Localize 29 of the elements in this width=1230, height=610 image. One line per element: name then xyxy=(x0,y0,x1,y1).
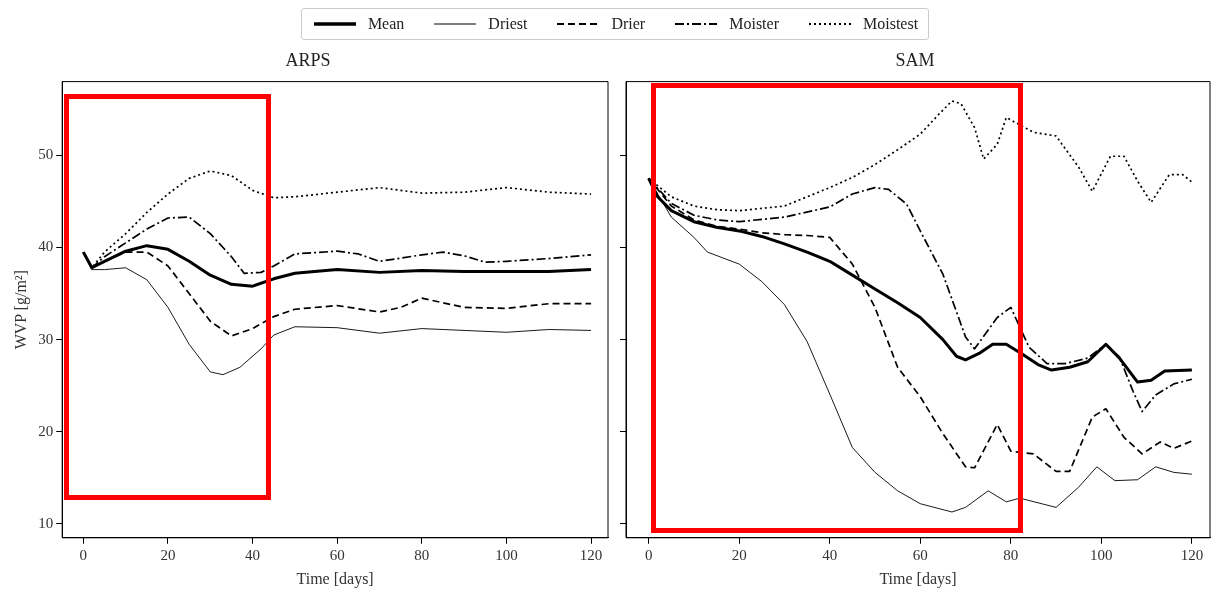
x-tick-label: 20 xyxy=(160,546,176,563)
legend-label: Moistest xyxy=(862,15,919,33)
x-tick-label: 100 xyxy=(1090,546,1113,563)
y-tick-label: 40 xyxy=(38,238,54,255)
y-tick-label: 50 xyxy=(38,146,54,163)
x-tick-label: 80 xyxy=(414,546,430,563)
x-axis-title: Time [days] xyxy=(879,569,957,588)
chart-title: ARPS xyxy=(285,49,331,70)
x-tick-label: 40 xyxy=(822,546,838,563)
x-tick-label: 80 xyxy=(1003,546,1019,563)
y-tick-label: 30 xyxy=(38,330,54,347)
y-axis-title: WVP [g/m²] xyxy=(11,270,30,350)
x-tick-label: 120 xyxy=(1180,546,1204,563)
x-tick-label: 0 xyxy=(79,546,88,563)
y-tick-label: 10 xyxy=(38,514,54,531)
x-axis-title: Time [days] xyxy=(296,569,374,588)
legend-label: Mean xyxy=(367,15,405,33)
legend-label: Moister xyxy=(729,15,779,33)
x-tick-label: 120 xyxy=(579,546,603,563)
x-tick-label: 0 xyxy=(644,546,653,563)
x-tick-label: 20 xyxy=(731,546,747,563)
chart-title: SAM xyxy=(895,49,935,70)
x-tick-label: 60 xyxy=(329,546,345,563)
x-tick-label: 100 xyxy=(495,546,518,563)
legend-label: Drier xyxy=(611,15,646,33)
x-tick-label: 40 xyxy=(245,546,261,563)
x-tick-label: 60 xyxy=(912,546,928,563)
legend-label: Driest xyxy=(488,15,528,33)
y-tick-label: 20 xyxy=(38,422,54,439)
